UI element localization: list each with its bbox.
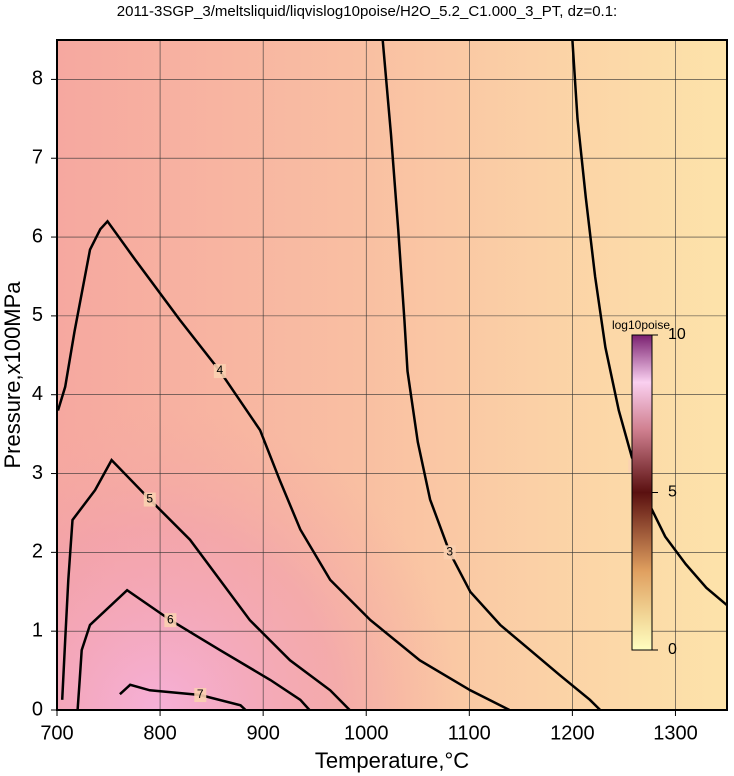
y-tick-label: 3 — [32, 462, 43, 484]
y-tick-label: 5 — [32, 304, 43, 326]
contour-label: 6 — [167, 612, 174, 626]
x-tick-label: 1100 — [448, 722, 491, 744]
y-tick-label: 2 — [32, 541, 43, 563]
contour-label-bg — [143, 492, 156, 507]
contour-line — [381, 40, 602, 710]
x-tick-label: 800 — [143, 722, 176, 744]
contour-label-bg — [443, 545, 456, 560]
contour-label: 7 — [197, 687, 204, 701]
colorbar-tick-label: 5 — [668, 484, 677, 501]
colorbar-tick-label: 0 — [668, 641, 677, 658]
contour-line — [76, 588, 311, 710]
x-axis-label: Temperature,°C — [315, 748, 469, 773]
x-tick-label: 1000 — [344, 722, 389, 744]
colorbar-tick-label: 10 — [668, 326, 686, 343]
x-tick-label: 1300 — [653, 722, 698, 744]
contour-label-bg — [164, 613, 177, 628]
y-tick-label: 4 — [32, 383, 43, 405]
colorbar — [631, 334, 653, 651]
y-tick-label: 8 — [32, 68, 43, 90]
y-tick-label: 1 — [32, 619, 43, 641]
x-tick-label: 900 — [246, 722, 279, 744]
y-tick-label: 0 — [32, 698, 43, 720]
plot-frame — [56, 39, 728, 711]
contour-label: 5 — [146, 492, 153, 506]
chart-title: 2011-3SGP_3/meltsliquid/liqvislog10poise… — [117, 3, 617, 20]
x-tick-label: 700 — [40, 722, 73, 744]
contour-label-bg — [213, 364, 226, 379]
contour-label: 3 — [446, 545, 453, 559]
x-tick-label: 1200 — [550, 722, 595, 744]
contour-label-bg — [194, 688, 207, 703]
contour-line — [571, 40, 727, 607]
colorbar-label: log10poise — [612, 318, 670, 332]
contour-label: 4 — [217, 363, 224, 377]
contour-line — [119, 683, 247, 710]
y-tick-label: 7 — [32, 147, 43, 169]
y-axis-label: Pressure,x100MPa — [0, 281, 25, 469]
y-tick-label: 6 — [32, 225, 43, 247]
